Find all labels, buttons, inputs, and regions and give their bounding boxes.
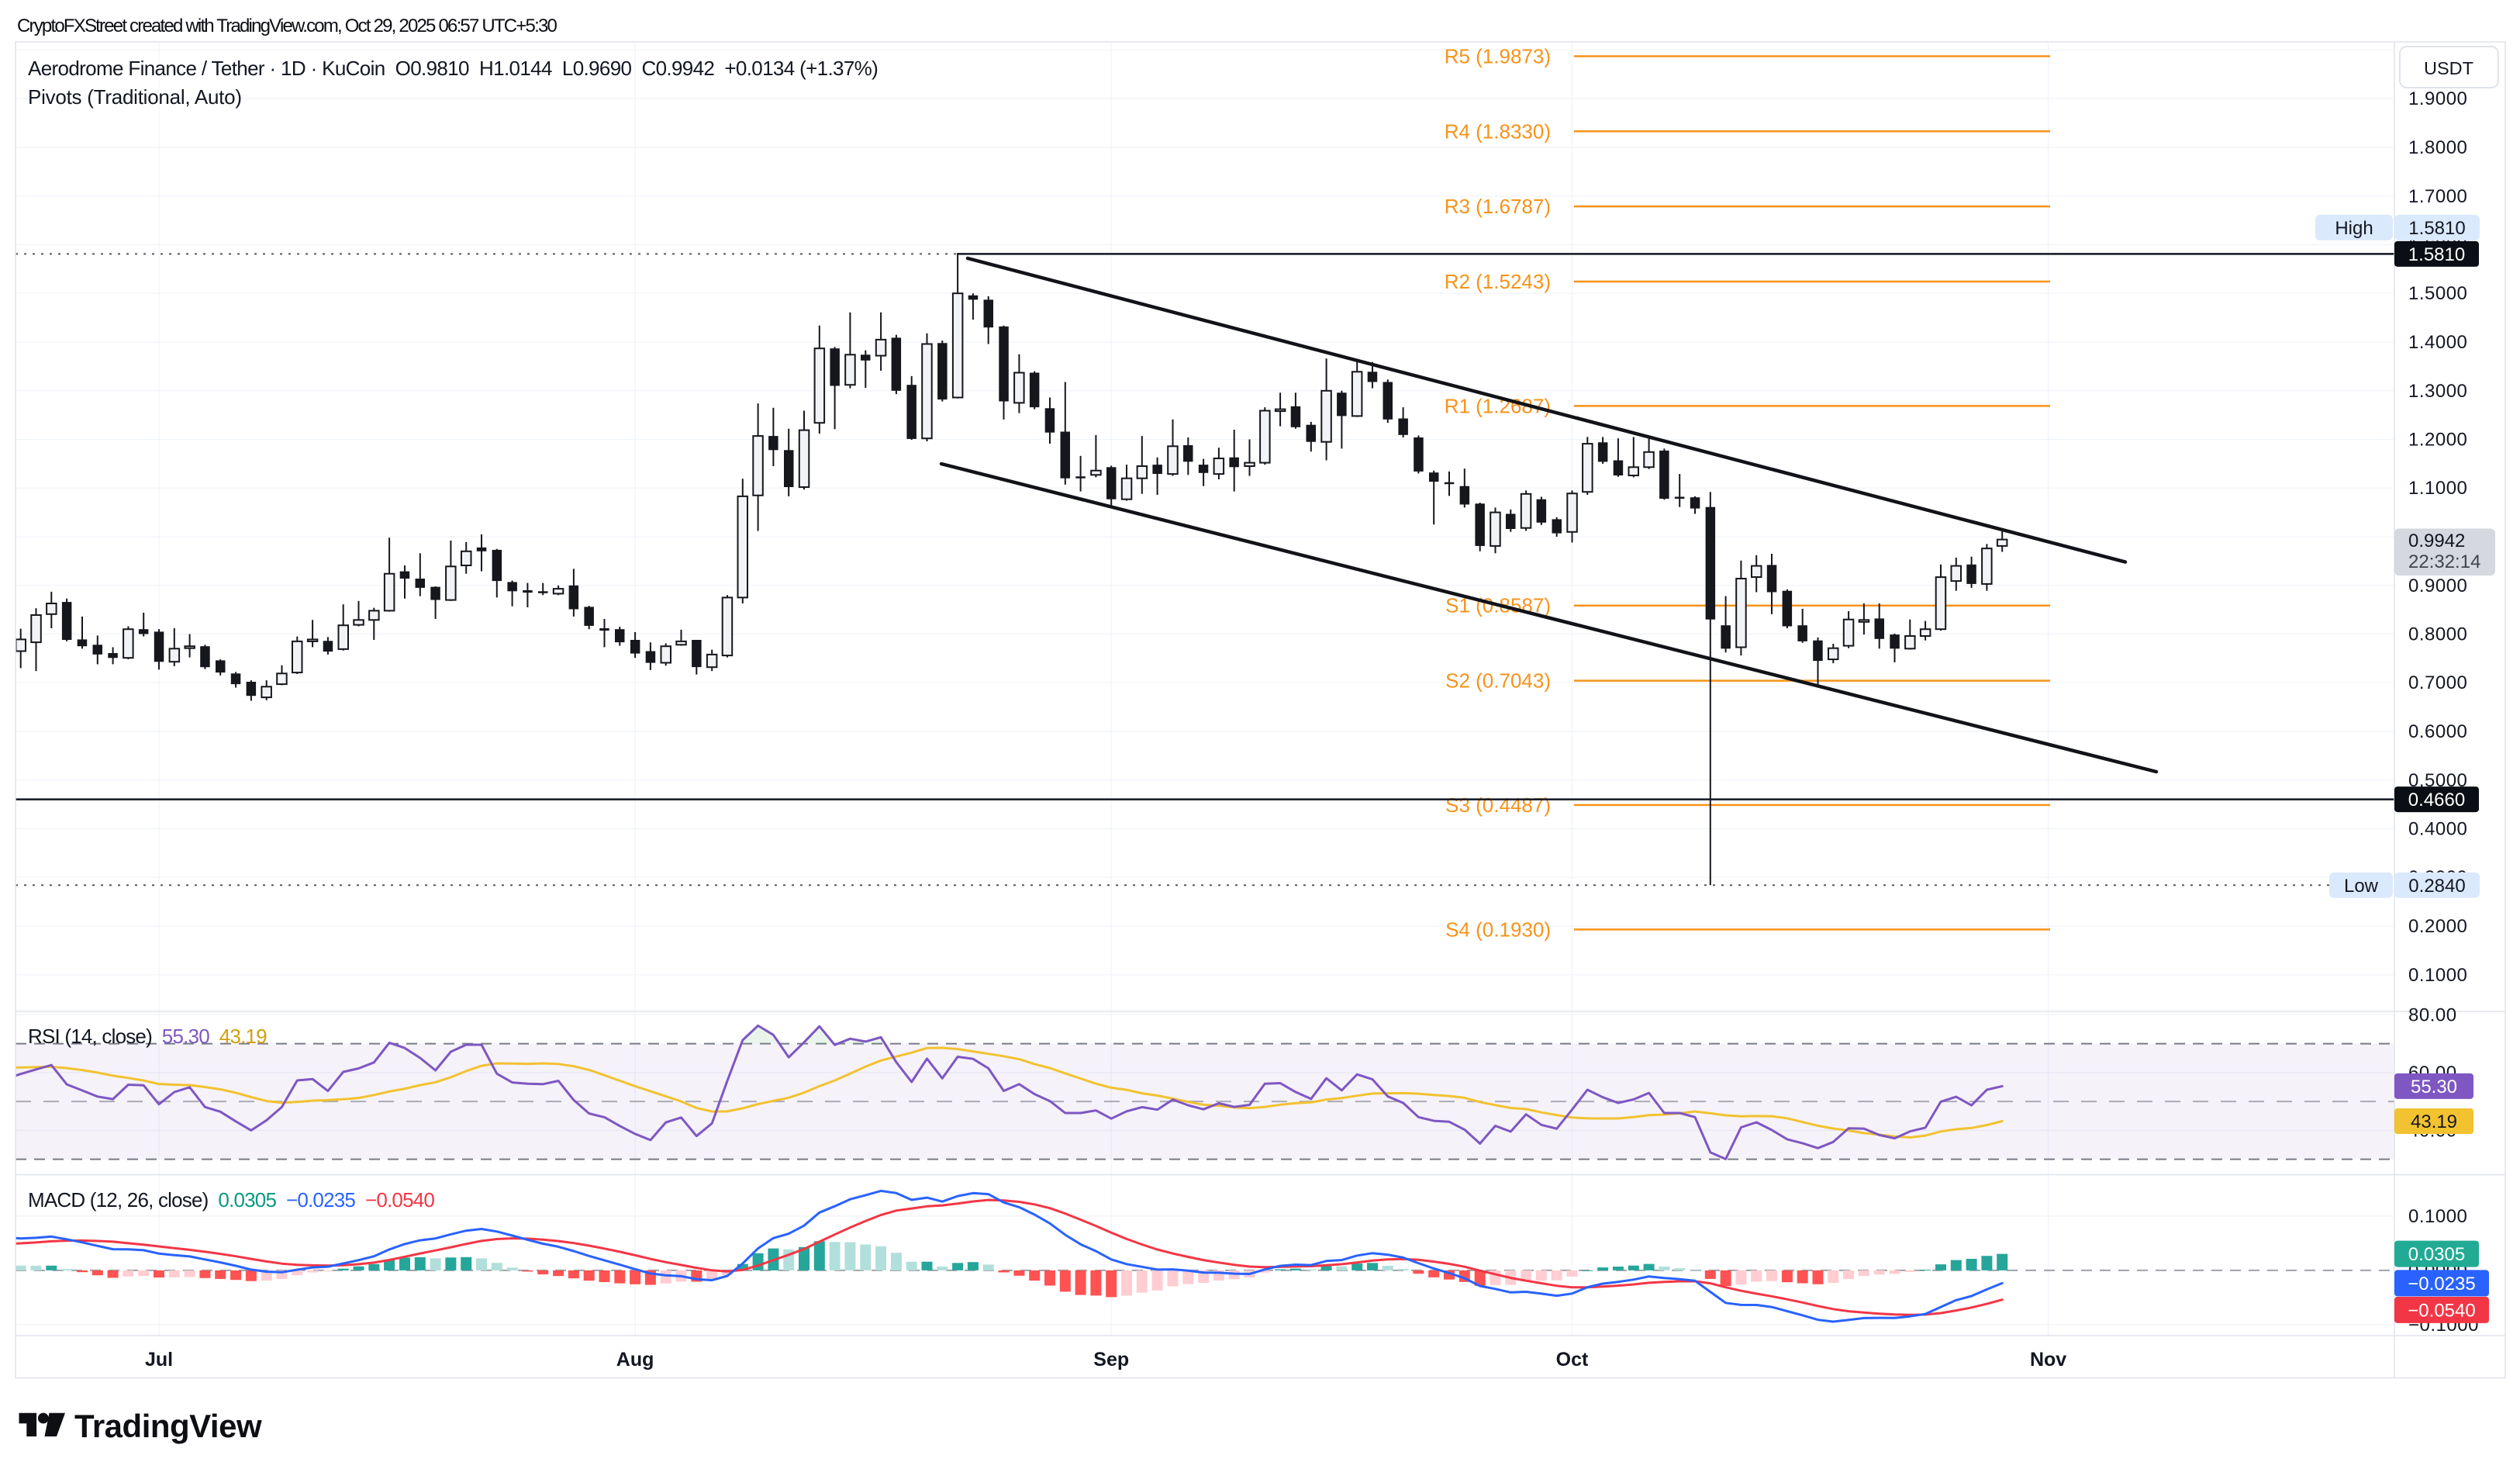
svg-text:1.5810: 1.5810: [2408, 218, 2465, 239]
svg-text:1.2000: 1.2000: [2408, 430, 2467, 451]
svg-text:Pivots (Traditional, Auto): Pivots (Traditional, Auto): [28, 85, 242, 109]
svg-text:0.7000: 0.7000: [2408, 672, 2467, 693]
svg-text:0.8000: 0.8000: [2408, 624, 2467, 645]
svg-text:0.9942: 0.9942: [2408, 531, 2465, 551]
svg-text:Oct: Oct: [1556, 1349, 1589, 1371]
svg-text:Aug: Aug: [616, 1349, 654, 1371]
svg-text:22:32:14: 22:32:14: [2408, 551, 2480, 572]
svg-text:−0.0540: −0.0540: [2408, 1301, 2475, 1322]
svg-text:43.19: 43.19: [2411, 1111, 2457, 1132]
svg-text:R4 (1.8330): R4 (1.8330): [1445, 119, 1551, 143]
svg-text:0.9000: 0.9000: [2408, 576, 2467, 596]
svg-text:CryptoFXStreet created with Tr: CryptoFXStreet created with TradingView.…: [17, 16, 558, 36]
svg-text:R5 (1.9873): R5 (1.9873): [1445, 45, 1551, 68]
svg-text:R3 (1.6787): R3 (1.6787): [1445, 195, 1551, 218]
svg-text:0.4660: 0.4660: [2408, 790, 2465, 811]
svg-text:1.5000: 1.5000: [2408, 283, 2467, 304]
svg-text:S3 (0.4487): S3 (0.4487): [1445, 793, 1551, 817]
svg-text:0.2000: 0.2000: [2408, 916, 2467, 937]
svg-text:1.3000: 1.3000: [2408, 381, 2467, 402]
svg-text:RSI (14, close) 55.30 43.19: RSI (14, close) 55.30 43.19: [28, 1025, 267, 1048]
svg-text:High: High: [2335, 218, 2373, 239]
svg-text:1.7000: 1.7000: [2408, 186, 2467, 207]
svg-text:Low: Low: [2344, 876, 2379, 897]
svg-text:Nov: Nov: [2030, 1349, 2066, 1371]
svg-text:1.8000: 1.8000: [2408, 137, 2467, 158]
svg-text:0.6000: 0.6000: [2408, 721, 2467, 742]
svg-text:0.1000: 0.1000: [2408, 965, 2467, 986]
svg-text:0.0305: 0.0305: [2408, 1244, 2465, 1265]
svg-text:R2 (1.5243): R2 (1.5243): [1445, 270, 1551, 293]
svg-text:Sep: Sep: [1093, 1349, 1129, 1371]
svg-text:1.1000: 1.1000: [2408, 478, 2467, 499]
svg-text:Aerodrome Finance / Tether · 1: Aerodrome Finance / Tether · 1D · KuCoin…: [28, 57, 878, 80]
svg-text:USDT: USDT: [2424, 58, 2473, 78]
svg-text:TradingView: TradingView: [74, 1408, 262, 1444]
svg-text:Jul: Jul: [145, 1349, 173, 1371]
svg-text:0.1000: 0.1000: [2408, 1206, 2467, 1227]
svg-text:MACD (12, 26, close) 0.0305: MACD (12, 26, close) 0.0305 −0.0235 −0.0…: [28, 1188, 434, 1212]
svg-text:S4 (0.1930): S4 (0.1930): [1445, 918, 1551, 941]
svg-text:S2 (0.7043): S2 (0.7043): [1445, 669, 1551, 693]
svg-text:1.4000: 1.4000: [2408, 332, 2467, 353]
svg-text:0.2840: 0.2840: [2408, 876, 2465, 897]
svg-text:−0.0235: −0.0235: [2408, 1274, 2475, 1295]
svg-text:55.30: 55.30: [2411, 1077, 2457, 1097]
svg-text:0.4000: 0.4000: [2408, 819, 2467, 840]
svg-text:1.9000: 1.9000: [2408, 88, 2467, 109]
svg-text:1.5810: 1.5810: [2408, 244, 2465, 265]
svg-text:80.00: 80.00: [2408, 1004, 2457, 1025]
